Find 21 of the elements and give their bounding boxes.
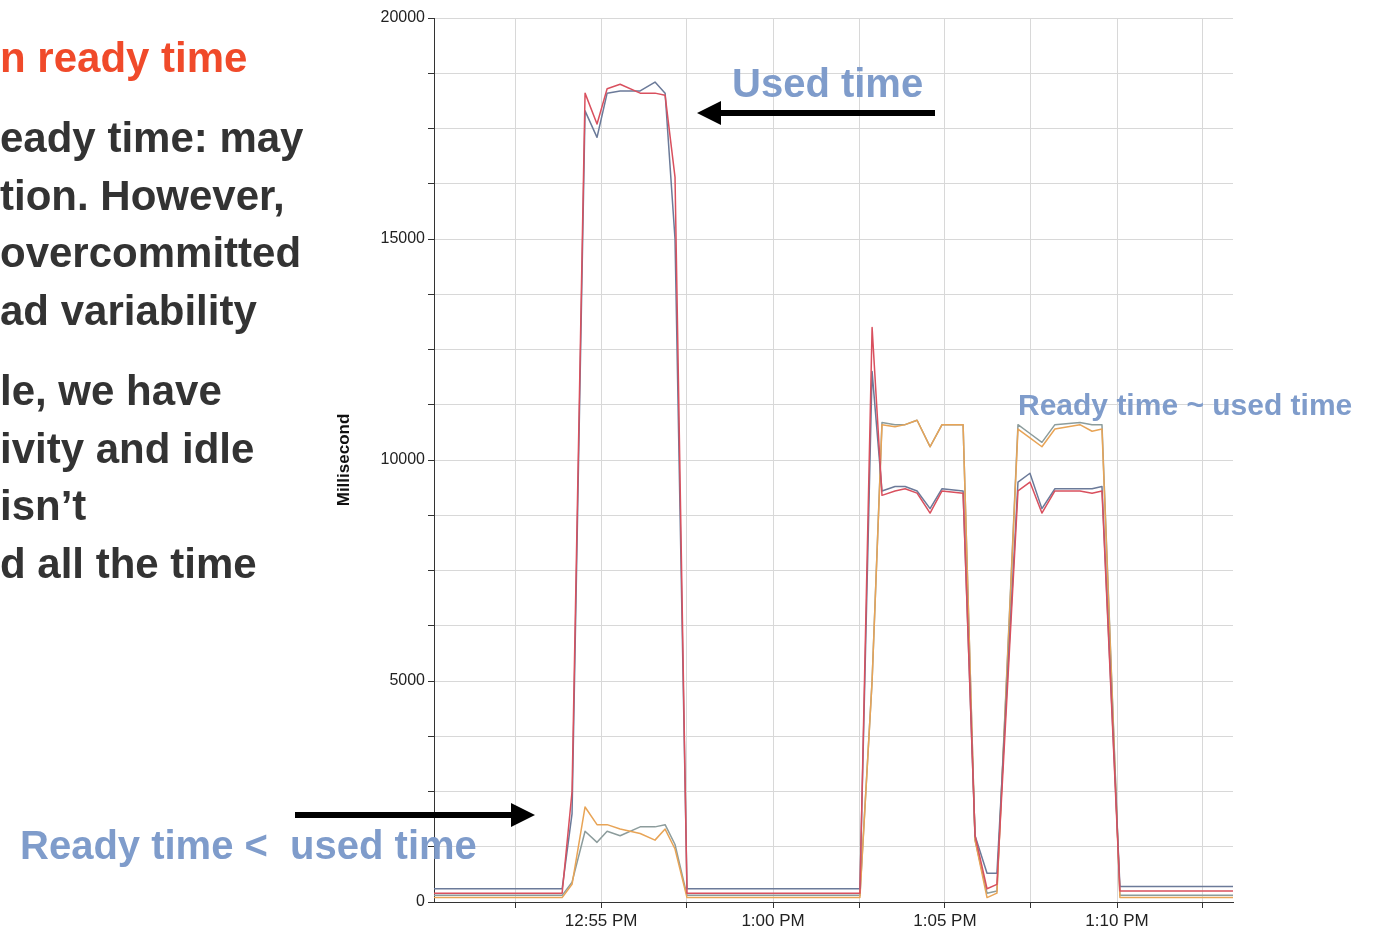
y-axis-title: Millisecond (333, 413, 353, 507)
x-tick-label: 1:00 PM (741, 910, 805, 930)
y-tick-label: 10000 (380, 450, 426, 468)
text: isn’t (0, 481, 87, 531)
text: tion. However, (0, 170, 285, 221)
text: d all the time (0, 538, 257, 589)
text: ad variability (0, 285, 257, 336)
y-tick-label: 0 (416, 892, 426, 910)
text: ivity and idle (0, 423, 255, 474)
text: eady time: may (0, 113, 304, 163)
chart-title: n ready time (0, 33, 248, 83)
y-tick-label: 15000 (380, 229, 426, 247)
annotation: Used time (732, 61, 924, 105)
y-tick-label: 5000 (389, 671, 426, 689)
y-tick-label: 20000 (380, 8, 426, 26)
annotation: Ready time ~ used time (1018, 388, 1353, 421)
x-tick-label: 1:05 PM (913, 910, 977, 930)
text: overcommitted (0, 228, 302, 278)
x-tick-label: 12:55 PM (564, 910, 638, 930)
x-tick-label: 1:10 PM (1085, 910, 1149, 930)
text: le, we have (0, 366, 222, 416)
